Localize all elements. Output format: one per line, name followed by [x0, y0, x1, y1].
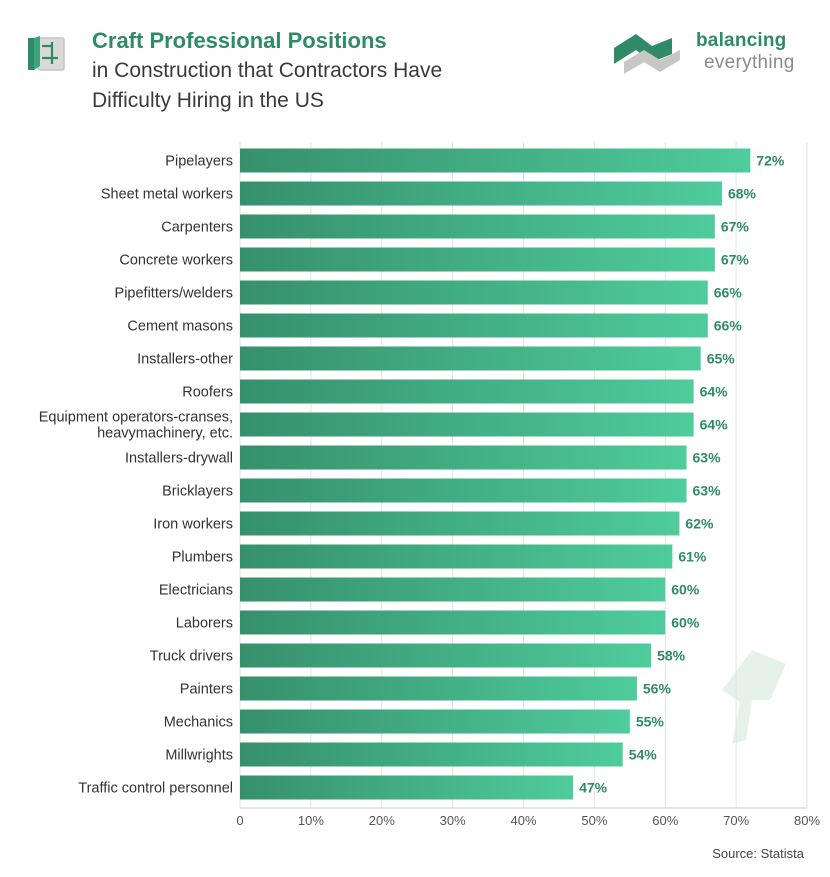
category-label: Carpenters — [161, 220, 233, 236]
category-label: Truck drivers — [150, 649, 233, 665]
bar — [240, 544, 673, 569]
title-sub-line-2: Difficulty Hiring in the US — [92, 89, 324, 112]
category-label: Pipelayers — [165, 154, 233, 170]
x-axis: 0 10% 20% 30% 40% 50% 60% 70% 80% — [236, 807, 820, 828]
value-labels: 72% 68% 67% 67% 66% 66% 65% 64% 64% 63% 63% 62% 61% 6… — [579, 153, 785, 796]
value-label: 62% — [685, 516, 714, 532]
x-tick-label: 20% — [369, 813, 395, 828]
value-label: 54% — [629, 747, 658, 763]
bar — [240, 775, 574, 800]
bar — [240, 280, 708, 305]
watermark-icon — [722, 650, 786, 744]
value-label: 66% — [714, 285, 743, 301]
category-label: Sheet metal workers — [101, 187, 233, 203]
value-label: 60% — [671, 615, 700, 631]
logo-text-everything: everything — [704, 52, 795, 73]
category-label: Concrete workers — [119, 253, 233, 269]
bar — [240, 610, 666, 635]
value-label: 58% — [657, 648, 686, 664]
value-label: 61% — [678, 549, 707, 565]
category-label: Laborers — [176, 616, 233, 632]
value-label: 68% — [728, 186, 757, 202]
title-sub-line-1: in Construction that Contractors Have — [92, 59, 443, 82]
category-label: Electricians — [159, 583, 233, 599]
x-tick-label: 40% — [510, 813, 536, 828]
source-note: Source: Statista — [712, 846, 804, 861]
x-tick-label: 60% — [652, 813, 678, 828]
bar — [240, 511, 680, 536]
category-label: Equipment operators-cranses, heavymachine… — [39, 410, 233, 442]
value-label: 47% — [579, 780, 608, 796]
bar — [240, 643, 652, 668]
bar — [240, 247, 715, 272]
bar — [240, 181, 722, 206]
value-label: 65% — [707, 351, 736, 367]
bar — [240, 445, 687, 470]
category-label: Installers-drywall — [125, 451, 233, 467]
x-tick-label: 70% — [723, 813, 749, 828]
x-tick-label: 80% — [794, 813, 820, 828]
value-label: 56% — [643, 681, 672, 697]
x-tick-label: 10% — [298, 813, 324, 828]
category-label: Mechanics — [164, 715, 233, 731]
value-label: 55% — [636, 714, 665, 730]
value-label: 63% — [693, 450, 722, 466]
bar — [240, 214, 715, 239]
category-label: Roofers — [182, 385, 233, 401]
category-label: Painters — [180, 682, 233, 698]
blueprint-icon — [28, 36, 65, 71]
value-label: 60% — [671, 582, 700, 598]
x-tick-label: 0 — [236, 813, 243, 828]
category-label: Pipefitters/welders — [115, 286, 233, 302]
value-label: 67% — [721, 252, 750, 268]
bar — [240, 379, 694, 404]
bar — [240, 478, 687, 503]
category-label: Plumbers — [172, 550, 233, 566]
category-label: Cement masons — [127, 319, 233, 335]
bar — [240, 148, 751, 173]
title-main: Craft Professional Positions — [92, 28, 387, 53]
bar — [240, 742, 623, 767]
bar — [240, 412, 694, 437]
value-label: 63% — [693, 483, 722, 499]
category-label: Bricklayers — [162, 484, 233, 500]
balancing-everything-logo-icon — [614, 34, 680, 74]
category-label: Millwrights — [165, 748, 233, 764]
gridlines — [239, 142, 808, 808]
bars — [240, 148, 751, 800]
x-tick-label: 30% — [440, 813, 466, 828]
category-label: Installers-other — [137, 352, 233, 368]
category-labels: Pipelayers Sheet metal workers Carpenters C… — [39, 154, 233, 797]
logo-text-balancing: balancing — [696, 30, 787, 51]
bar — [240, 313, 708, 338]
x-tick-label: 50% — [581, 813, 607, 828]
value-label: 64% — [700, 384, 729, 400]
value-label: 64% — [700, 417, 729, 433]
chart-title: Craft Professional Positions in Construc… — [92, 26, 442, 116]
bar — [240, 577, 666, 602]
value-label: 66% — [714, 318, 743, 334]
bar — [240, 346, 701, 371]
category-label: Iron workers — [153, 517, 233, 533]
chart-header: Craft Professional Positions in Construc… — [0, 0, 830, 120]
bar — [240, 676, 637, 701]
value-label: 67% — [721, 219, 750, 235]
category-label: Traffic control personnel — [78, 781, 233, 797]
bar — [240, 709, 630, 734]
value-label: 72% — [756, 153, 785, 169]
